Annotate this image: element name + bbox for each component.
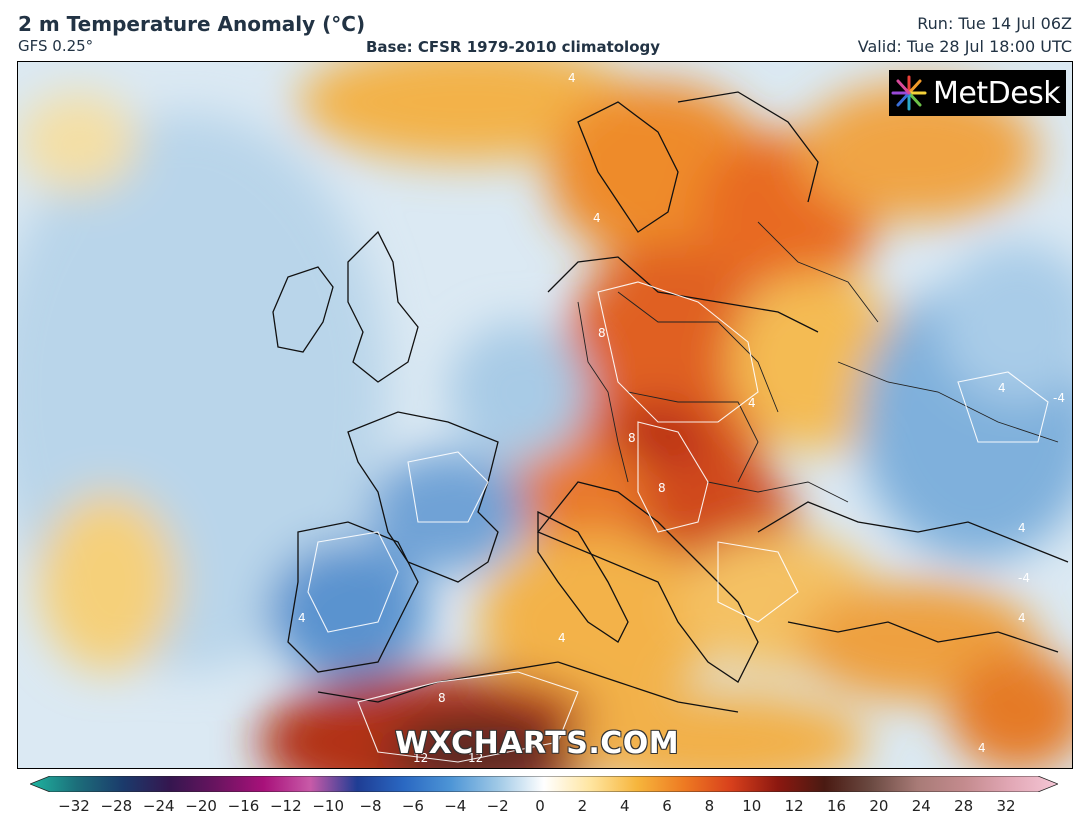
contour-label: 4 (748, 396, 756, 410)
contour-lines (307, 281, 1049, 763)
contour-label: 12 (413, 751, 428, 765)
colorbar (30, 776, 1058, 792)
contour-label-layer: 8 8 8 8 4 4 4 4 4 4 -4 -4 4 4 4 12 12 (298, 71, 1065, 765)
coastlines (272, 91, 1069, 713)
metdesk-logo: MetDesk (889, 70, 1066, 116)
contour-label: -4 (1053, 391, 1065, 405)
colorbar-tick-label: −20 (185, 797, 217, 815)
contour-label: 8 (628, 431, 636, 445)
colorbar-tick-label: −24 (142, 797, 175, 815)
contour-label: 8 (598, 326, 606, 340)
colorbar-tick-label: −32 (58, 797, 90, 815)
contour-label: 4 (558, 631, 566, 645)
colorbar-tick-label: 24 (911, 797, 931, 815)
valid-time-label: Valid: Tue 28 Jul 18:00 UTC (857, 37, 1072, 56)
contour-label: 8 (658, 481, 666, 495)
colorbar-tick-label: 8 (704, 797, 715, 815)
colorbar-tick-label: −28 (100, 797, 133, 815)
map-canvas: 8 8 8 8 4 4 4 4 4 4 -4 -4 4 4 4 12 12 (18, 62, 1072, 768)
colorbar-tick-label: −16 (227, 797, 260, 815)
colorbar-tick-label: −2 (486, 797, 509, 815)
starburst-icon (891, 75, 927, 111)
colorbar-tick-label: 10 (742, 797, 762, 815)
colorbar-tick-label: 0 (535, 797, 545, 815)
climatology-base-label: Base: CFSR 1979-2010 climatology (366, 38, 661, 56)
logo-text: MetDesk (933, 75, 1061, 111)
contour-label: 4 (998, 381, 1006, 395)
colorbar-tick-label: −4 (444, 797, 467, 815)
model-label: GFS 0.25° (18, 37, 94, 55)
colorbar-tick-label: −10 (312, 797, 344, 815)
colorbar-tick-label: 16 (826, 797, 847, 815)
contour-label: 8 (438, 691, 446, 705)
run-time-label: Run: Tue 14 Jul 06Z (917, 14, 1072, 33)
contour-label: 4 (1018, 611, 1026, 625)
colorbar-tick-label: 12 (784, 797, 804, 815)
colorbar-tick-label: 2 (577, 797, 588, 815)
contour-label: 4 (568, 71, 576, 85)
contour-label: 4 (1018, 521, 1026, 535)
contour-label: 4 (298, 611, 306, 625)
colorbar-tick-label: 20 (869, 797, 889, 815)
contour-label: 4 (593, 211, 601, 225)
chart-title: 2 m Temperature Anomaly (°C) (18, 12, 366, 36)
colorbar-tick-label: 4 (619, 797, 630, 815)
colorbar-tick-label: 28 (954, 797, 974, 815)
watermark: WXCHARTS.COM (395, 726, 680, 761)
colorbar-tick-label: −8 (359, 797, 382, 815)
colorbar-tick-label: 32 (996, 797, 1016, 815)
country-borders (577, 221, 1059, 503)
contour-label: 12 (468, 751, 483, 765)
temperature-anomaly-map: 8 8 8 8 4 4 4 4 4 4 -4 -4 4 4 4 12 12 (17, 61, 1073, 769)
contour-label: -4 (1018, 571, 1030, 585)
colorbar-tick-label: −6 (401, 797, 424, 815)
colorbar-tick-label: −12 (269, 797, 302, 815)
anomaly-field (18, 62, 1072, 768)
colorbar-tick-label: 6 (662, 797, 672, 815)
contour-label: 4 (978, 741, 986, 755)
